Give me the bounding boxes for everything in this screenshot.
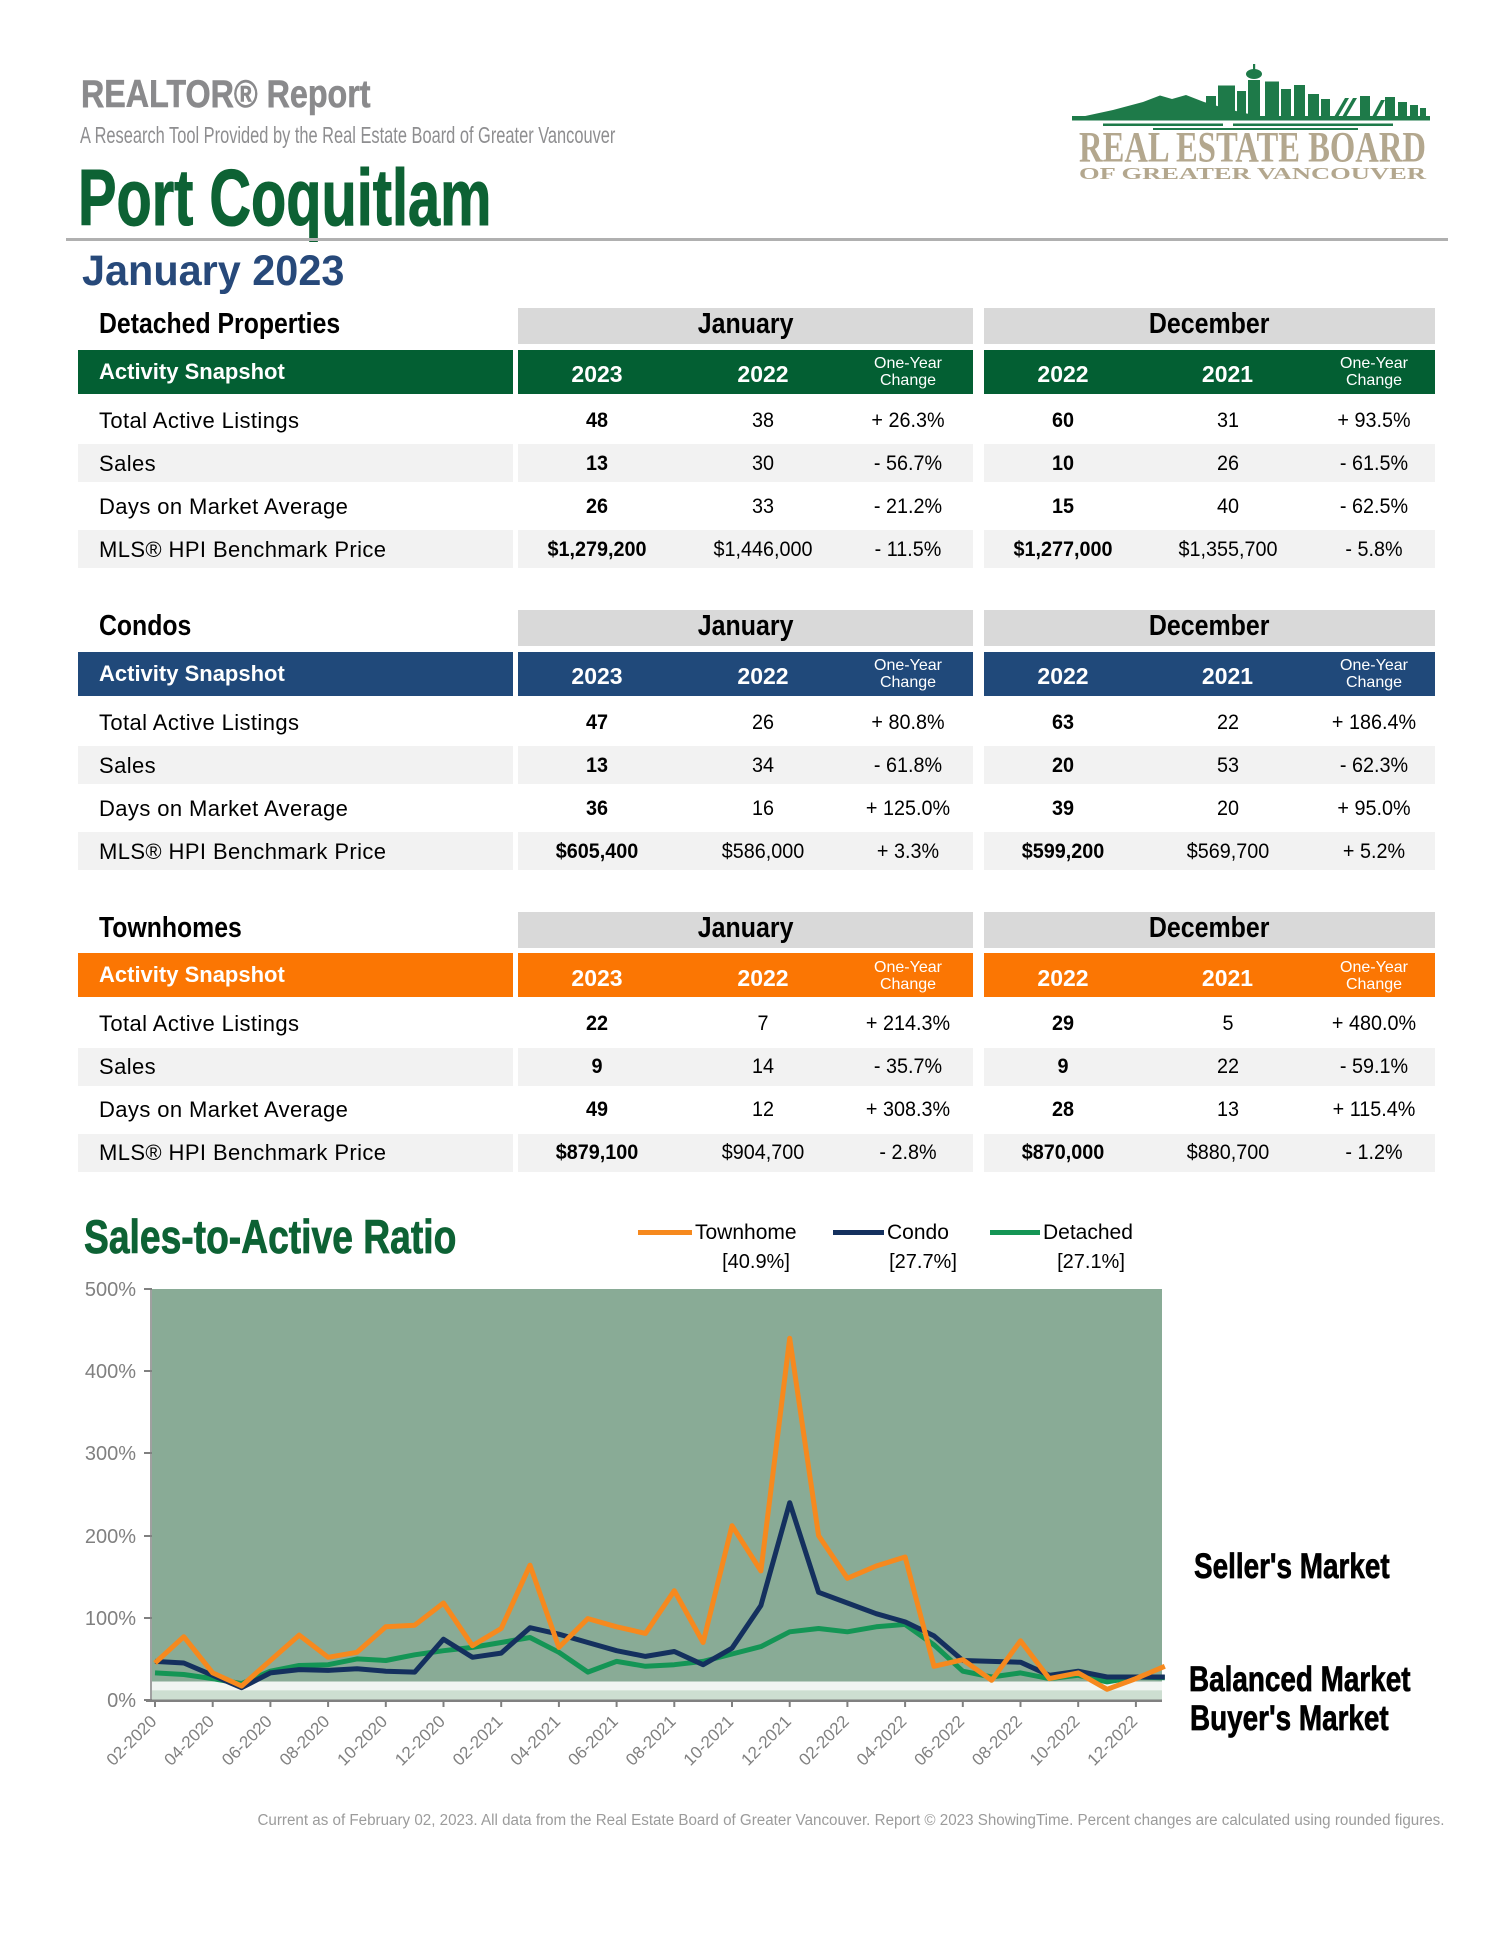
svg-text:04-2020: 04-2020 (160, 1712, 218, 1770)
svg-text:500%: 500% (85, 1279, 136, 1301)
svg-text:06-2020: 06-2020 (218, 1712, 276, 1770)
svg-text:06-2022: 06-2022 (911, 1712, 969, 1770)
svg-text:REAL ESTATE BOARD: REAL ESTATE BOARD (1079, 125, 1426, 172)
svg-text:08-2020: 08-2020 (276, 1712, 334, 1770)
svg-text:04-2022: 04-2022 (853, 1712, 911, 1770)
svg-text:02-2021: 02-2021 (449, 1712, 507, 1770)
svg-text:10-2022: 10-2022 (1026, 1712, 1084, 1770)
svg-text:10-2021: 10-2021 (680, 1712, 738, 1770)
svg-text:12-2020: 12-2020 (391, 1712, 449, 1770)
svg-text:400%: 400% (85, 1361, 136, 1383)
svg-text:08-2021: 08-2021 (622, 1712, 680, 1770)
svg-text:300%: 300% (85, 1443, 136, 1465)
svg-text:OF GREATER VANCOUVER: OF GREATER VANCOUVER (1079, 164, 1427, 183)
svg-text:08-2022: 08-2022 (968, 1712, 1026, 1770)
svg-text:0%: 0% (107, 1690, 136, 1712)
svg-text:200%: 200% (85, 1526, 136, 1548)
svg-text:10-2020: 10-2020 (334, 1712, 392, 1770)
svg-text:04-2021: 04-2021 (507, 1712, 565, 1770)
svg-text:02-2022: 02-2022 (795, 1712, 853, 1770)
svg-text:12-2022: 12-2022 (1084, 1712, 1142, 1770)
svg-text:02-2020: 02-2020 (103, 1712, 161, 1770)
svg-text:100%: 100% (85, 1608, 136, 1630)
svg-text:12-2021: 12-2021 (737, 1712, 795, 1770)
svg-text:06-2021: 06-2021 (564, 1712, 622, 1770)
